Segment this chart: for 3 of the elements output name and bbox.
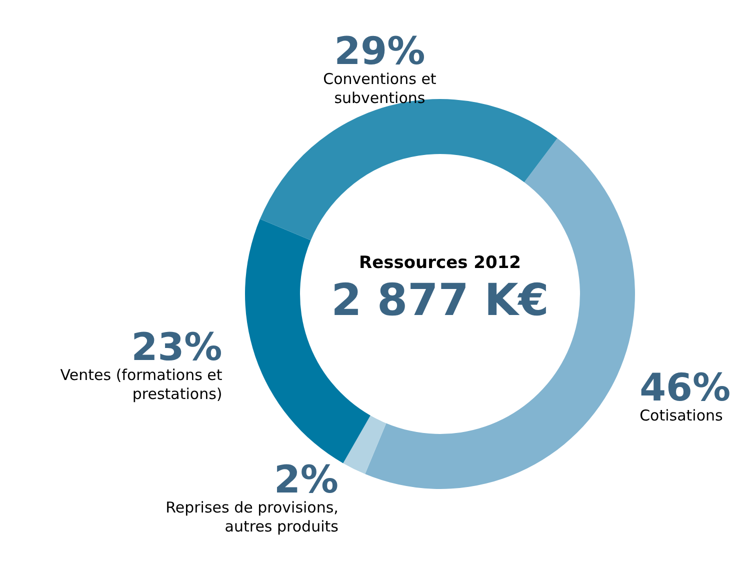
text: Ressources 2012 — [359, 253, 521, 273]
text: 2 877 K€ — [331, 275, 549, 326]
donut-slice — [343, 415, 386, 474]
